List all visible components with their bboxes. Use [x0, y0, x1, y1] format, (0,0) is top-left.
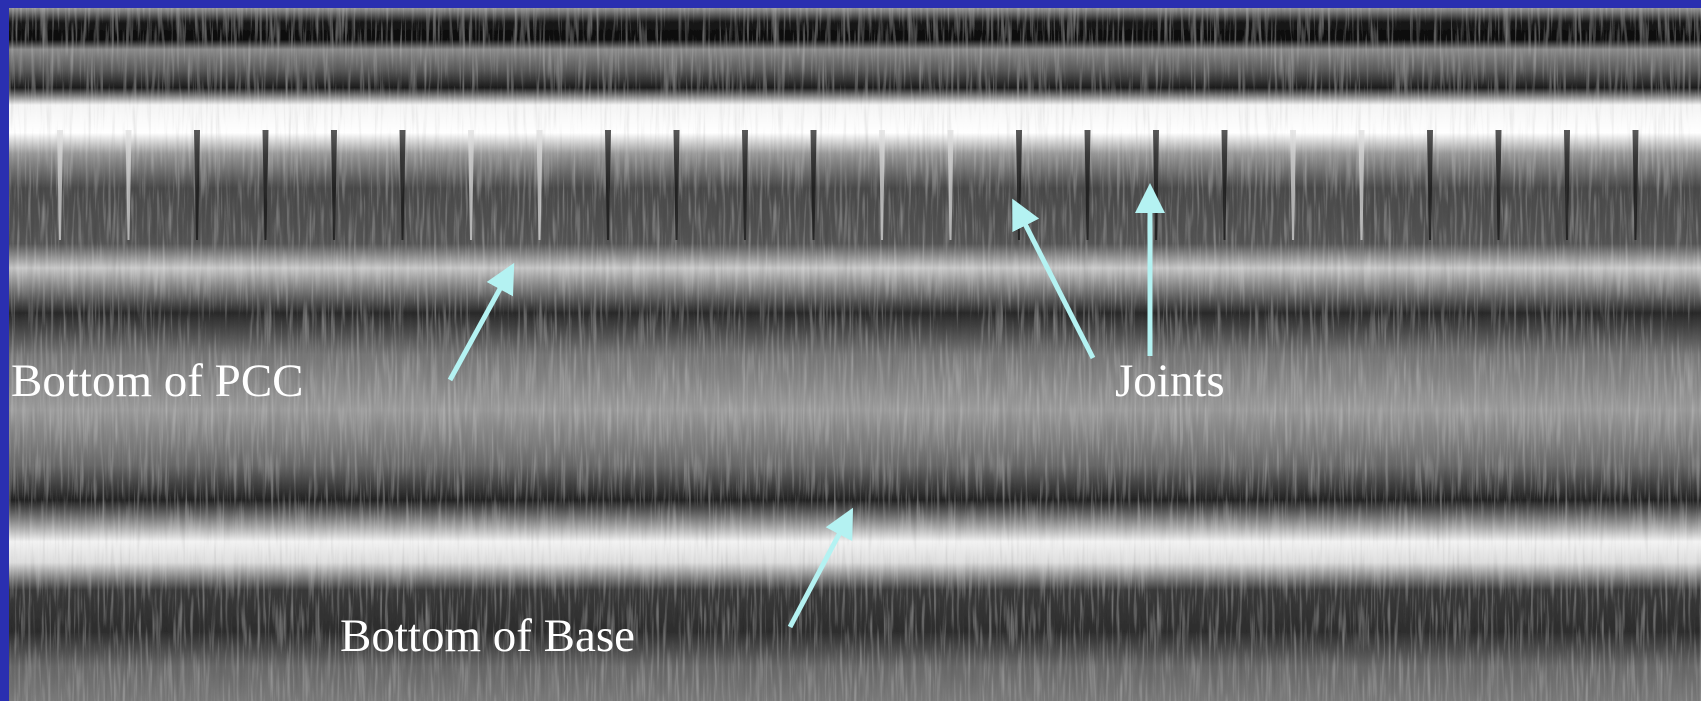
joint-streak — [194, 130, 200, 240]
joint-streaks — [57, 130, 1639, 240]
joint-streak — [536, 130, 543, 240]
joint-streak — [1221, 130, 1228, 240]
joint-streak — [605, 130, 611, 240]
joint-streak — [947, 130, 954, 240]
joint-streak — [1290, 130, 1296, 240]
joint-streak — [1084, 130, 1091, 240]
arrow — [1012, 198, 1096, 360]
joint-streak — [1564, 130, 1570, 240]
joint-streak — [57, 130, 63, 240]
label: Bottom of Base — [340, 610, 635, 662]
joint-streak — [262, 130, 269, 240]
label: Bottom of PCC — [11, 355, 304, 407]
joint-streak — [1427, 130, 1433, 240]
joint-streak — [1358, 130, 1365, 240]
joint-streak — [331, 130, 337, 240]
joint-streak — [879, 130, 885, 240]
radar-image — [9, 8, 1701, 701]
arrow — [447, 262, 515, 382]
joint-streak — [1495, 130, 1502, 240]
joint-streak — [1632, 130, 1639, 240]
joint-streak — [810, 130, 817, 240]
joint-streak — [468, 130, 474, 240]
arrow — [787, 507, 854, 629]
joint-streak — [742, 130, 748, 240]
arrows — [447, 183, 1165, 629]
joint-streak — [673, 130, 680, 240]
joint-streak — [125, 130, 132, 240]
joint-streak — [399, 130, 406, 240]
label: Joints — [1115, 355, 1225, 407]
